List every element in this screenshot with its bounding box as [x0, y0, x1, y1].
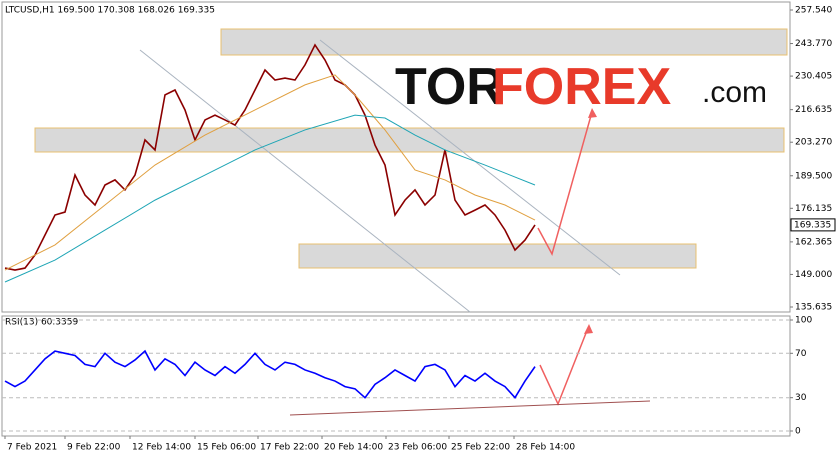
x-tick-label: 20 Feb 14:00: [324, 443, 383, 453]
y-tick-label: 162.365: [795, 237, 832, 247]
y-tick-label: 257.540: [795, 5, 832, 15]
rsi-pane: [1, 315, 791, 437]
y-tick-label: 30: [795, 393, 807, 403]
last-price-label: 169.335: [794, 220, 831, 230]
y-tick-label: 243.770: [795, 39, 832, 49]
x-tick-label: 12 Feb 14:00: [132, 443, 191, 453]
price-pane: [1, 1, 791, 313]
logo-com: .com: [702, 76, 767, 109]
series-line: [4, 74, 536, 271]
y-tick-label: 230.405: [795, 72, 832, 82]
x-tick-label: 23 Feb 06:00: [388, 443, 447, 453]
chart-title: LTCUSD,H1 169.500 170.308 168.026 169.33…: [5, 6, 215, 16]
resistance-zone: [220, 28, 788, 56]
y-tick-label: 135.635: [795, 302, 832, 312]
trend-line: [289, 400, 651, 416]
series-line: [4, 43, 536, 271]
y-tick-label: 176.135: [795, 204, 832, 214]
y-tick-label: 149.000: [795, 270, 832, 280]
channel-line: [319, 39, 621, 276]
x-tick-label: 17 Feb 22:00: [260, 443, 319, 453]
logo-forex: FOREX: [492, 58, 671, 116]
y-tick-label: 189.500: [795, 171, 832, 181]
arrow-head: [584, 324, 593, 334]
support-zone: [298, 243, 697, 269]
forecast-arrow: [539, 327, 589, 406]
series-line: [4, 349, 536, 400]
rsi-title: RSI(13) 60.3359: [5, 318, 78, 328]
y-tick-label: 100: [795, 315, 812, 325]
y-tick-label: 203.270: [795, 138, 832, 148]
x-tick-label: 28 Feb 14:00: [516, 443, 575, 453]
y-tick-label: 0: [795, 427, 801, 437]
last-price-badge: [790, 218, 836, 232]
channel-line: [139, 49, 471, 313]
series-line: [4, 114, 536, 283]
x-tick-label: 9 Feb 22:00: [67, 443, 121, 453]
arrow-head: [588, 108, 597, 118]
x-tick-label: 7 Feb 2021: [7, 443, 57, 453]
forecast-arrow: [537, 111, 593, 256]
y-tick-label: 216.635: [795, 105, 832, 115]
x-tick-label: 25 Feb 22:00: [451, 443, 510, 453]
y-tick-label: 70: [795, 349, 807, 359]
x-tick-label: 15 Feb 06:00: [197, 443, 256, 453]
logo-tor: TOR: [395, 58, 504, 116]
